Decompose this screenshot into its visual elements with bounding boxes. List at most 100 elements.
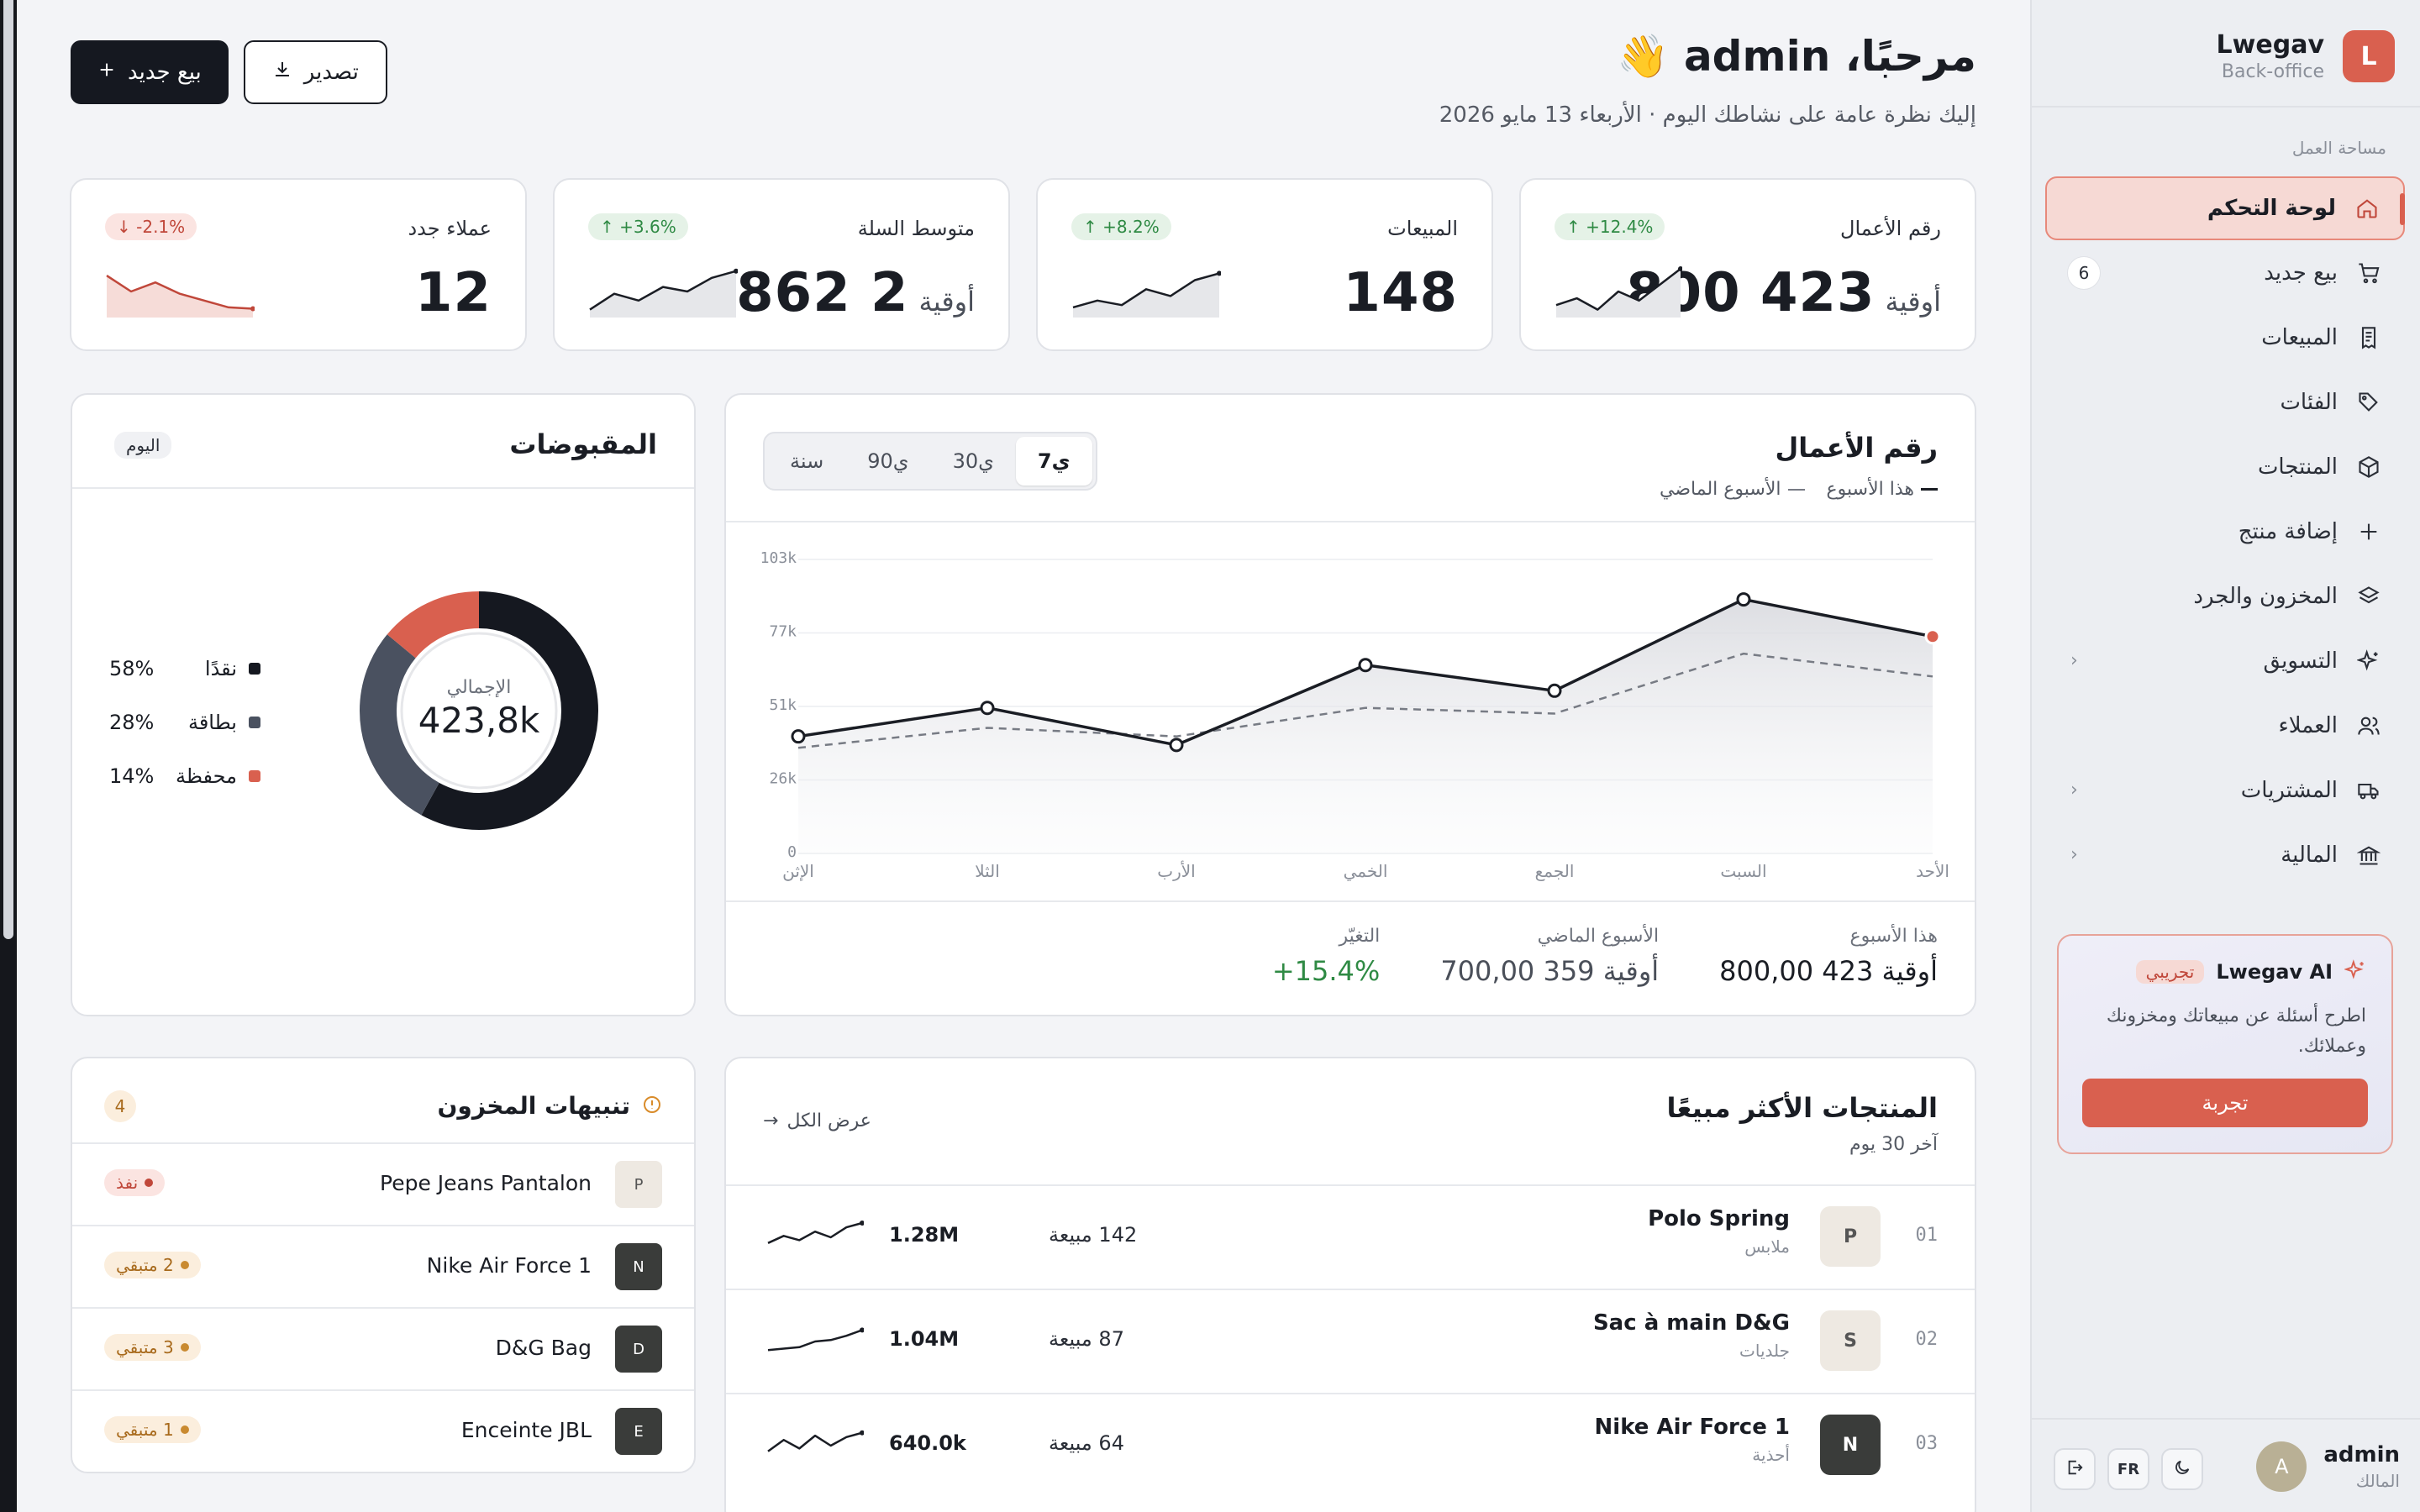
plus-icon [97,60,116,85]
product-revenue: 640.0k [889,1431,966,1455]
product-name: Sac à main D&G [1592,1310,1790,1336]
sidebar-item-products[interactable]: المنتجات [2045,434,2405,499]
moon-icon [2173,1458,2191,1481]
page-scrollbar[interactable] [0,0,17,1512]
sidebar-item-customers[interactable]: العملاء [2045,693,2405,758]
view-all-link[interactable]: عرض الكل → [763,1110,871,1131]
stock-alert-row[interactable]: P Pepe Jeans Pantalon نفذ [72,1142,694,1225]
kpi-value: أوقية 2 862 [736,262,975,324]
kpi-unit: أوقية [1885,286,1941,318]
cart-icon [2354,259,2383,287]
kpi-card-revenue[interactable]: رقم الأعمال ↑ +12.4% أوقية 423 800 [1519,178,1976,351]
chevron-left-icon: ‹ [2070,844,2078,865]
stock-alert-row[interactable]: D D&G Bag 3 متبقي [72,1307,694,1389]
sidebar-item-categories[interactable]: الفئات [2045,370,2405,434]
sidebar-item-inventory[interactable]: المخزون والجرد [2045,564,2405,628]
sparkline-area [107,276,253,318]
legend-item-wallet: محفظة 14% [109,749,260,803]
kpi-unit: أوقية [918,286,975,318]
range-30d[interactable]: 30ي [952,449,994,473]
x-tick-label: الثلا [975,861,1000,881]
product-rank: 03 [1915,1433,1939,1454]
range-year[interactable]: سنة [790,449,824,473]
beta-badge: تجريبي [2135,960,2205,984]
ai-title: Lwegav AI [2216,960,2333,984]
x-tick-label: الأرب [1157,861,1195,881]
ai-description: اطرح أسئلة عن مبيعاتك ومخزونك وعملائك. [2106,1005,2366,1057]
y-tick-label: 26k [769,770,797,788]
product-sparkline [767,1430,864,1452]
sparkline-line [767,1431,863,1452]
product-rank: 01 [1915,1225,1939,1246]
brand-logo: L [2343,30,2395,82]
sidebar-item-sales[interactable]: المبيعات [2045,305,2405,370]
product-category: جلديات [1739,1341,1790,1361]
sparkline-area [1556,269,1681,318]
kpi-card-new-customers[interactable]: عملاء جدد ↓ -2.1% 12 [70,178,527,351]
sidebar-item-new-sale[interactable]: بيع جديد 6 [2045,240,2405,305]
sidebar-item-finance[interactable]: المالية ‹ [2045,822,2405,887]
truck-icon [2354,776,2383,805]
kpi-value: 12 [414,262,492,324]
product-thumbnail: E [615,1408,662,1455]
product-row[interactable]: 01 P Polo Spring ملابس 142 مبيعة 1.28M [726,1184,1975,1289]
sparkles-icon [2344,959,2366,984]
kpi-value: 148 [1343,262,1458,324]
revenue-stats: هذا الأسبوع أوقية 423 800,00 الأسبوع الم… [1272,926,1938,987]
chart-legend: هذا الأسبوع الأسبوع الماضي [1660,479,1938,500]
product-thumbnail: N [615,1243,662,1290]
avatar: A [2256,1441,2307,1492]
brand[interactable]: L Lwegav Back-office [2217,30,2395,82]
try-ai-button[interactable]: تجربة [2082,1079,2368,1127]
sidebar-item-purchases[interactable]: المشتريات ‹ [2045,758,2405,822]
x-tick-label: الإثن [782,861,814,881]
sparkline-end-point [860,1430,864,1436]
language-toggle-button[interactable]: FR [2107,1448,2149,1490]
sparkline-end-point [734,268,738,274]
product-rank: 02 [1915,1329,1939,1350]
product-name: D&G Bag [495,1336,592,1360]
sidebar-item-add-product[interactable]: إضافة منتج [2045,499,2405,564]
kpi-label: عملاء جدد [408,217,492,240]
logout-button[interactable] [2054,1448,2096,1490]
product-category: ملابس [1744,1236,1790,1257]
product-row[interactable]: 02 S Sac à main D&G جلديات 87 مبيعة 1.04… [726,1289,1975,1393]
user-profile[interactable]: admin المالك A [2256,1441,2400,1492]
alert-circle-icon [642,1095,662,1118]
home-icon [2353,194,2381,223]
alert-count-badge: 4 [104,1090,136,1122]
stat-last-week: الأسبوع الماضي أوقية 359 700,00 [1440,926,1660,987]
payments-legend: نقدًا 58% بطاقة 28% محفظة 14% [109,642,260,803]
new-sale-button[interactable]: بيع جديد [71,40,229,104]
x-tick-label: الخمي [1344,861,1388,882]
stock-alert-row[interactable]: E Enceinte JBL 1 متبقي [72,1389,694,1472]
product-row[interactable]: 03 N Nike Air Force 1 أحذية 64 مبيعة 640… [726,1393,1975,1497]
scrollbar-thumb[interactable] [3,0,13,939]
kpi-card-avg-basket[interactable]: متوسط السلة ↑ +3.6% أوقية 2 862 [553,178,1010,351]
sidebar-item-label: المالية [2281,842,2338,868]
y-tick-label: 103k [760,549,797,567]
export-label: تصدير [303,60,359,85]
product-name: Nike Air Force 1 [1594,1415,1790,1440]
sparkline-end-point [860,1221,864,1226]
sparkline-area [590,270,736,318]
theme-toggle-button[interactable] [2161,1448,2203,1490]
period-badge: اليوم [114,432,172,459]
new-sale-label: بيع جديد [128,60,202,85]
sidebar-item-dashboard[interactable]: لوحة التحكم [2045,176,2405,240]
sidebar-item-label: المنتجات [2257,454,2338,480]
stock-alert-row[interactable]: N Nike Air Force 1 2 متبقي [72,1225,694,1307]
data-point [980,701,995,716]
product-thumbnail: D [615,1326,662,1373]
stock-status-badge: 1 متبقي [104,1416,201,1443]
sidebar-item-marketing[interactable]: التسويق ‹ [2045,628,2405,693]
x-tick-label: السبت [1720,861,1766,881]
range-90d[interactable]: 90ي [867,449,909,473]
range-7d[interactable]: 7ي [1015,437,1092,486]
kpi-card-sales[interactable]: المبيعات ↑ +8.2% 148 [1036,178,1493,351]
y-tick-label: 77k [769,623,797,641]
kpi-label: رقم الأعمال [1840,217,1941,240]
revenue-chart-card: رقم الأعمال هذا الأسبوع الأسبوع الماضي س… [724,393,1976,1016]
product-name: Nike Air Force 1 [426,1253,592,1278]
export-button[interactable]: تصدير [243,40,387,104]
